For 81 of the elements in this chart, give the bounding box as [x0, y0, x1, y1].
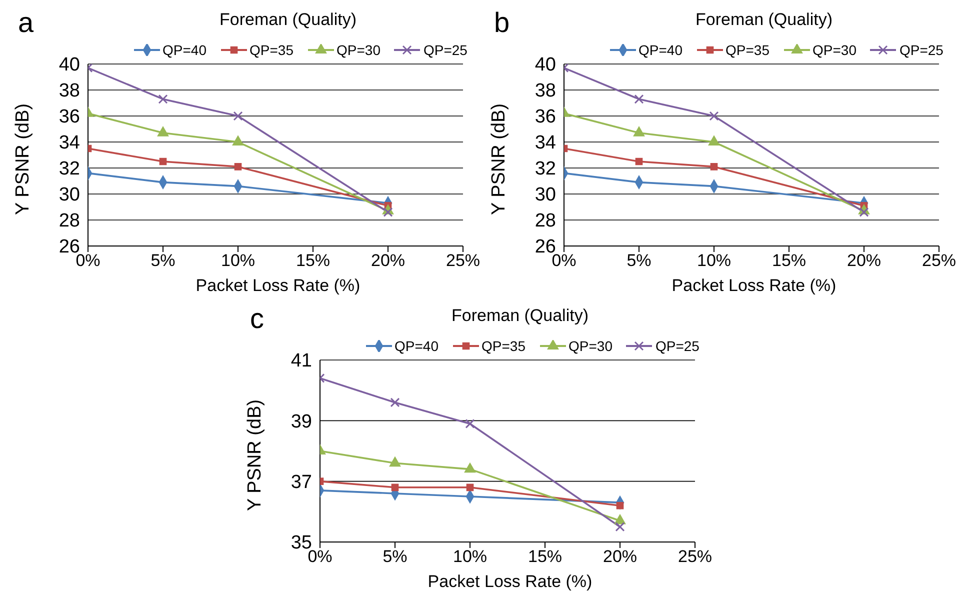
legend-label: QP=40: [394, 338, 439, 354]
x-tick-label: 10%: [696, 251, 732, 270]
legend-label: QP=35: [726, 42, 770, 58]
point: [859, 207, 869, 217]
x-axis-title: Packet Loss Rate (%): [426, 572, 594, 592]
point: [710, 163, 718, 170]
point: [157, 126, 169, 136]
chart-title: Foreman (Quality): [218, 10, 358, 30]
x-tick-label: 20%: [602, 547, 638, 566]
x-tick-label: 5%: [150, 251, 176, 270]
chart-title: Foreman (Quality): [694, 10, 834, 30]
x-tick-label: 0%: [308, 547, 332, 566]
point: [232, 136, 244, 146]
y-tick-label: 36: [58, 106, 80, 128]
text: a: [18, 7, 34, 38]
x-tick-label: 10%: [452, 547, 488, 566]
y-tick-label: 32: [534, 158, 556, 180]
x-tick-label: 5%: [382, 547, 408, 566]
x-tick-label: 25%: [678, 547, 712, 566]
y-tick-label: 36: [534, 106, 556, 128]
y-tick-label: 34: [58, 132, 80, 154]
x-tick-label: 15%: [296, 251, 330, 270]
point: [615, 522, 625, 532]
y-tick-label: 40: [58, 54, 80, 76]
text: c: [250, 303, 264, 334]
y-tick-label: 30: [58, 184, 80, 206]
x-tick-label: 15%: [772, 251, 806, 270]
legend-label: QP=25: [423, 42, 468, 58]
point: [465, 418, 475, 428]
y-tick-label: 41: [290, 350, 312, 372]
y-axis-title: Y PSNR (dB): [244, 399, 266, 511]
y-tick-label: 40: [534, 54, 556, 76]
legend-label: QP=30: [336, 42, 380, 58]
point: [466, 484, 474, 492]
y-tick-label: 38: [534, 80, 556, 102]
x-tick-label: 0%: [76, 251, 100, 270]
legend-label: QP=40: [162, 42, 207, 58]
point: [391, 484, 399, 492]
y-tick-label: 32: [58, 158, 80, 180]
point: [635, 158, 643, 166]
x-axis-title: Packet Loss Rate (%): [670, 276, 838, 296]
legend-label: QP=35: [482, 338, 526, 354]
point: [159, 158, 167, 166]
text: b: [494, 7, 510, 38]
point: [634, 94, 644, 104]
y-tick-label: 34: [534, 132, 556, 154]
legend-label: QP=30: [812, 42, 856, 58]
y-axis-title: Y PSNR (dB): [12, 103, 34, 215]
x-tick-label: 25%: [446, 251, 480, 270]
point: [464, 462, 476, 473]
point: [390, 398, 400, 408]
y-tick-label: 30: [534, 184, 556, 206]
x-tick-label: 25%: [922, 251, 956, 270]
point: [158, 94, 168, 104]
point: [234, 163, 242, 170]
legend-label: QP=25: [655, 338, 700, 354]
point: [633, 126, 645, 136]
x-tick-label: 20%: [846, 251, 882, 270]
y-tick-label: 28: [58, 210, 80, 232]
x-tick-label: 10%: [220, 251, 256, 270]
x-tick-label: 15%: [528, 547, 562, 566]
y-axis-title: Y PSNR (dB): [488, 103, 510, 215]
y-tick-label: 28: [534, 210, 556, 232]
point: [383, 207, 393, 217]
legend-label: QP=25: [899, 42, 944, 58]
y-tick-label: 39: [290, 411, 312, 432]
y-tick-label: 38: [58, 80, 80, 102]
point: [709, 111, 719, 121]
chart-title: Foreman (Quality): [450, 306, 590, 326]
point: [708, 136, 720, 146]
x-axis-title: Packet Loss Rate (%): [194, 276, 362, 296]
point: [389, 456, 401, 467]
legend-label: QP=35: [250, 42, 294, 58]
x-tick-label: 5%: [626, 251, 652, 270]
x-tick-label: 0%: [552, 251, 576, 270]
point: [233, 111, 243, 121]
x-tick-label: 20%: [370, 251, 406, 270]
point: [614, 514, 626, 524]
legend-label: QP=40: [638, 42, 683, 58]
legend-label: QP=30: [568, 338, 612, 354]
y-tick-label: 37: [290, 472, 312, 494]
